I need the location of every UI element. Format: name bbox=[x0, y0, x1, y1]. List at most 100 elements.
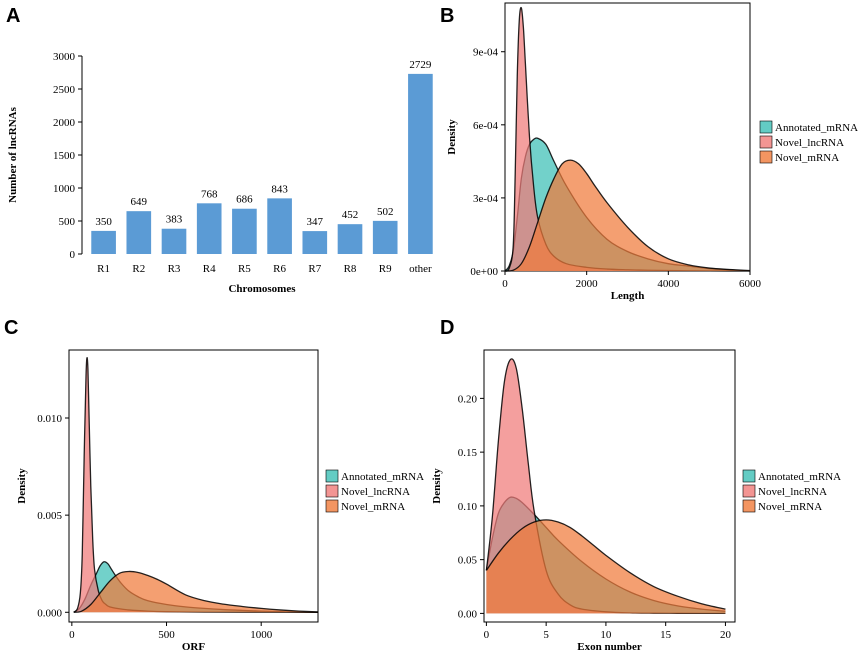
legend-label-novel-mrna: Novel_mRNA bbox=[758, 501, 822, 513]
x-tick-label: R5 bbox=[238, 263, 251, 275]
y-tick-label: 3e-04 bbox=[473, 193, 499, 205]
x-tick-label: R2 bbox=[132, 263, 145, 275]
bar bbox=[196, 203, 222, 254]
bar bbox=[232, 208, 257, 254]
y-tick-label: 3000 bbox=[53, 51, 76, 63]
x-tick-label: 10 bbox=[600, 629, 612, 641]
y-axis-title: Density bbox=[16, 468, 28, 504]
y-tick-label: 0.15 bbox=[458, 447, 478, 459]
legend-label-annotated-mrna: Annotated_mRNA bbox=[758, 471, 841, 483]
plot-border bbox=[68, 349, 319, 623]
bar-value-label: 502 bbox=[377, 206, 394, 218]
y-tick-label: 0.00 bbox=[458, 608, 478, 620]
x-axis-title: Exon number bbox=[577, 641, 642, 651]
legend-swatch-novel-lncrna bbox=[759, 135, 773, 149]
bar bbox=[126, 211, 152, 254]
x-tick-label: other bbox=[409, 263, 432, 275]
panel-d-letter: D bbox=[440, 317, 454, 339]
panel-a-letter: A bbox=[6, 5, 20, 27]
x-tick-label: R4 bbox=[203, 263, 216, 275]
x-tick-label: R6 bbox=[273, 263, 286, 275]
x-tick-label: R8 bbox=[344, 263, 357, 275]
y-tick-label: 0.005 bbox=[37, 510, 62, 522]
y-tick-label: 2500 bbox=[53, 84, 76, 96]
x-tick-label: 20 bbox=[720, 629, 732, 641]
legend-label-novel-lncrna: Novel_lncRNA bbox=[758, 486, 827, 498]
x-tick-label: 4000 bbox=[657, 278, 680, 290]
panel-c-chart: C 0 500 1000 0.000 0.005 0.010 ORF Density Annota… bbox=[4, 317, 424, 651]
legend-label-novel-lncrna: Novel_lncRNA bbox=[775, 137, 844, 149]
x-tick-label: 5 bbox=[543, 629, 549, 641]
bar-value-label: 452 bbox=[342, 209, 359, 221]
bar bbox=[91, 230, 116, 254]
bar-value-label: 649 bbox=[131, 196, 148, 208]
x-tick-label: 0 bbox=[69, 629, 75, 641]
y-tick-label: 6e-04 bbox=[473, 120, 499, 132]
legend-swatch-annotated-mrna bbox=[325, 469, 339, 483]
bar-value-label: 2729 bbox=[409, 59, 432, 71]
legend-swatch-novel-mrna bbox=[742, 499, 756, 513]
bar bbox=[267, 198, 292, 254]
y-tick-label: 1500 bbox=[53, 150, 76, 162]
density-area-novel-mrna bbox=[486, 519, 726, 614]
y-tick-label: 2000 bbox=[53, 117, 76, 129]
legend: Annotated_mRNA Novel_lncRNA Novel_mRNA bbox=[759, 120, 858, 164]
x-tick-label: 0 bbox=[484, 629, 490, 641]
legend-label-novel-mrna: Novel_mRNA bbox=[775, 152, 839, 164]
x-tick-label: R1 bbox=[97, 263, 110, 275]
density-line-novel-mrna bbox=[73, 570, 319, 613]
bar bbox=[372, 220, 398, 254]
legend-label-novel-mrna: Novel_mRNA bbox=[341, 501, 405, 513]
bar-value-label: 686 bbox=[236, 194, 253, 206]
x-axis-title: Chromosomes bbox=[228, 283, 296, 295]
y-axis-title: Density bbox=[431, 468, 443, 504]
legend-swatch-annotated-mrna bbox=[759, 120, 773, 134]
y-tick-label: 0.05 bbox=[458, 555, 478, 567]
density-area-novel-lncrna bbox=[505, 7, 750, 272]
density-line-novel-mrna bbox=[485, 519, 726, 610]
x-tick-label: R7 bbox=[308, 263, 321, 275]
bar bbox=[337, 224, 363, 254]
panel-b-chart: B 0 2000 4000 6000 0e+00 3e-04 6e-04 9e-04 Length… bbox=[440, 2, 858, 302]
x-tick-label: R9 bbox=[379, 263, 392, 275]
y-tick-label: 9e-04 bbox=[473, 47, 499, 59]
panel-b-letter: B bbox=[440, 5, 454, 27]
x-axis-title: ORF bbox=[182, 641, 206, 651]
bar-value-label: 383 bbox=[166, 214, 183, 226]
legend-swatch-novel-lncrna bbox=[742, 484, 756, 498]
legend-swatch-novel-lncrna bbox=[325, 484, 339, 498]
x-tick-label: R3 bbox=[168, 263, 181, 275]
y-tick-label: 1000 bbox=[53, 183, 76, 195]
x-axis-title: Length bbox=[611, 290, 645, 302]
y-axis-title: Density bbox=[446, 119, 458, 155]
bar-value-label: 347 bbox=[307, 216, 324, 228]
density-line-novel-mrna bbox=[504, 159, 751, 272]
bar-value-label: 768 bbox=[201, 188, 218, 200]
bar bbox=[408, 73, 433, 254]
density-area-novel-mrna bbox=[505, 160, 750, 272]
legend-swatch-novel-mrna bbox=[759, 150, 773, 164]
y-tick-label: 0e+00 bbox=[470, 266, 498, 278]
y-tick-label: 0.10 bbox=[458, 501, 478, 513]
x-tick-label: 6000 bbox=[739, 278, 762, 290]
x-tick-label: 500 bbox=[158, 629, 175, 641]
legend-swatch-novel-mrna bbox=[325, 499, 339, 513]
bar-value-label: 843 bbox=[271, 183, 288, 195]
legend-label-annotated-mrna: Annotated_mRNA bbox=[775, 122, 858, 134]
y-tick-label: 0.20 bbox=[458, 393, 478, 405]
y-tick-label: 0.000 bbox=[37, 607, 62, 619]
x-tick-label: 1000 bbox=[250, 629, 273, 641]
plot-border bbox=[483, 349, 736, 623]
bar bbox=[302, 231, 328, 254]
legend: Annotated_mRNA Novel_lncRNA Novel_mRNA bbox=[742, 469, 841, 513]
bar bbox=[161, 228, 187, 254]
y-tick-label: 0.010 bbox=[37, 413, 62, 425]
x-tick-label: 15 bbox=[660, 629, 672, 641]
x-tick-label: 2000 bbox=[576, 278, 599, 290]
legend-label-novel-lncrna: Novel_lncRNA bbox=[341, 486, 410, 498]
density-area-novel-mrna bbox=[73, 571, 318, 613]
legend-label-annotated-mrna: Annotated_mRNA bbox=[341, 471, 424, 483]
y-tick-label: 0 bbox=[70, 249, 76, 261]
legend: Annotated_mRNA Novel_lncRNA Novel_mRNA bbox=[325, 469, 424, 513]
